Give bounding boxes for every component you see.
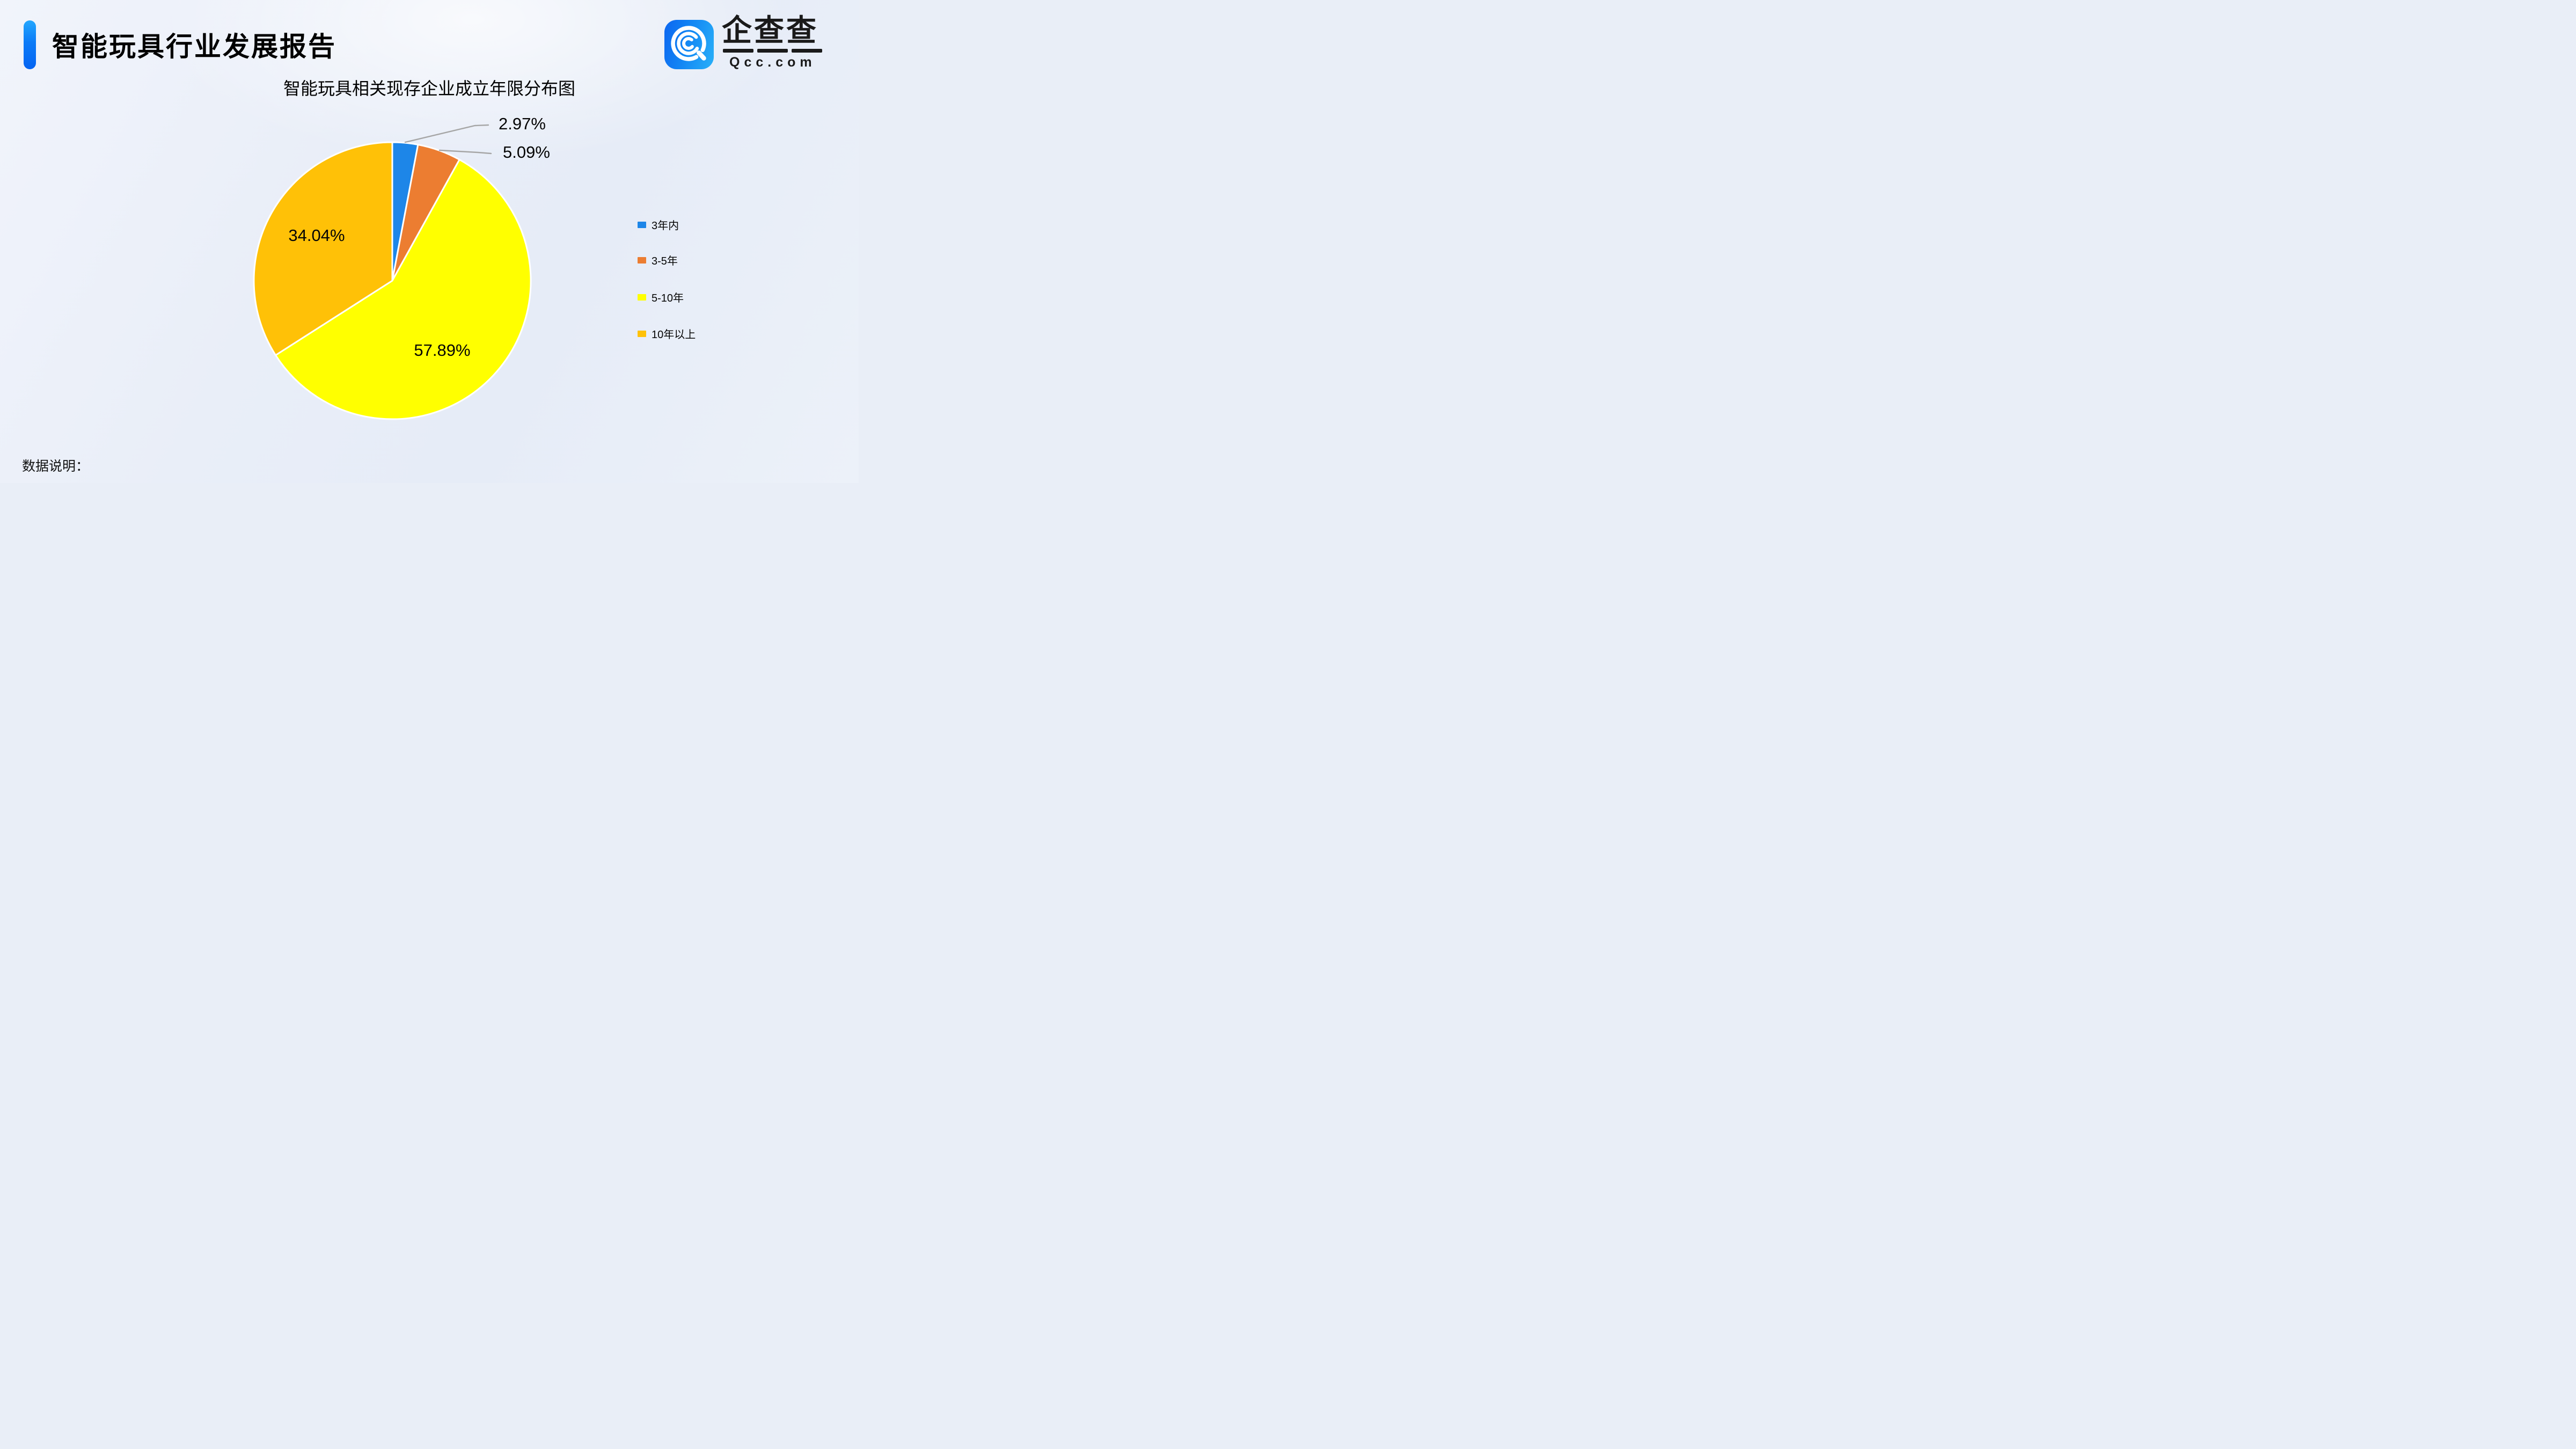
brand-underline-bars <box>723 49 822 53</box>
leader-line <box>404 124 489 143</box>
legend-item-5-10y: 5-10年 <box>638 289 684 305</box>
report-canvas: 智能玩具行业发展报告 企查查 Qcc.com 智能玩具相关现存企业成立年限分布图… <box>0 0 859 483</box>
page-title: 智能玩具行业发展报告 <box>52 32 336 62</box>
leader-line <box>438 149 492 155</box>
brand-name: 企查查 <box>722 13 818 47</box>
qcc-logotype: 企查查 Qcc.com <box>722 16 825 70</box>
chart-title: 智能玩具相关现存企业成立年限分布图 <box>283 79 575 98</box>
legend-swatch-over-10y <box>638 330 646 337</box>
legend-label-over-10y: 10年以上 <box>652 329 696 341</box>
title-accent-bar <box>24 20 36 69</box>
legend-item-under-3y: 3年内 <box>638 217 679 232</box>
legend-swatch-3-5y <box>638 257 646 264</box>
pie-label-over-10y: 34.04% <box>288 226 345 245</box>
pie-slice-over-10y <box>253 141 393 356</box>
legend-label-3-5y: 3-5年 <box>652 255 678 267</box>
qcc-logo-icon <box>664 20 714 69</box>
pie-label-5-10y: 57.89% <box>414 341 471 360</box>
legend-item-3-5y: 3-5年 <box>638 252 678 268</box>
legend-label-under-3y: 3年内 <box>652 220 679 232</box>
pie-label-3-5y: 5.09% <box>503 143 550 162</box>
data-notes: 数据说明： 1.统计范围：仅统计企业名称、经营范围、品牌产品、专利名称、专利摘要… <box>22 409 843 483</box>
notes-heading: 数据说明： <box>22 459 90 474</box>
pie-label-under-3y: 2.97% <box>499 114 546 133</box>
legend-label-5-10y: 5-10年 <box>652 292 684 304</box>
legend-swatch-5-10y <box>638 294 646 301</box>
brand-domain: Qcc.com <box>729 55 816 70</box>
legend-swatch-under-3y <box>638 221 646 228</box>
pie-chart <box>253 124 532 420</box>
pie-slice-5-10y <box>275 158 532 420</box>
qcc-logo: 企查查 Qcc.com <box>664 16 825 70</box>
legend-item-over-10y: 10年以上 <box>638 326 696 341</box>
